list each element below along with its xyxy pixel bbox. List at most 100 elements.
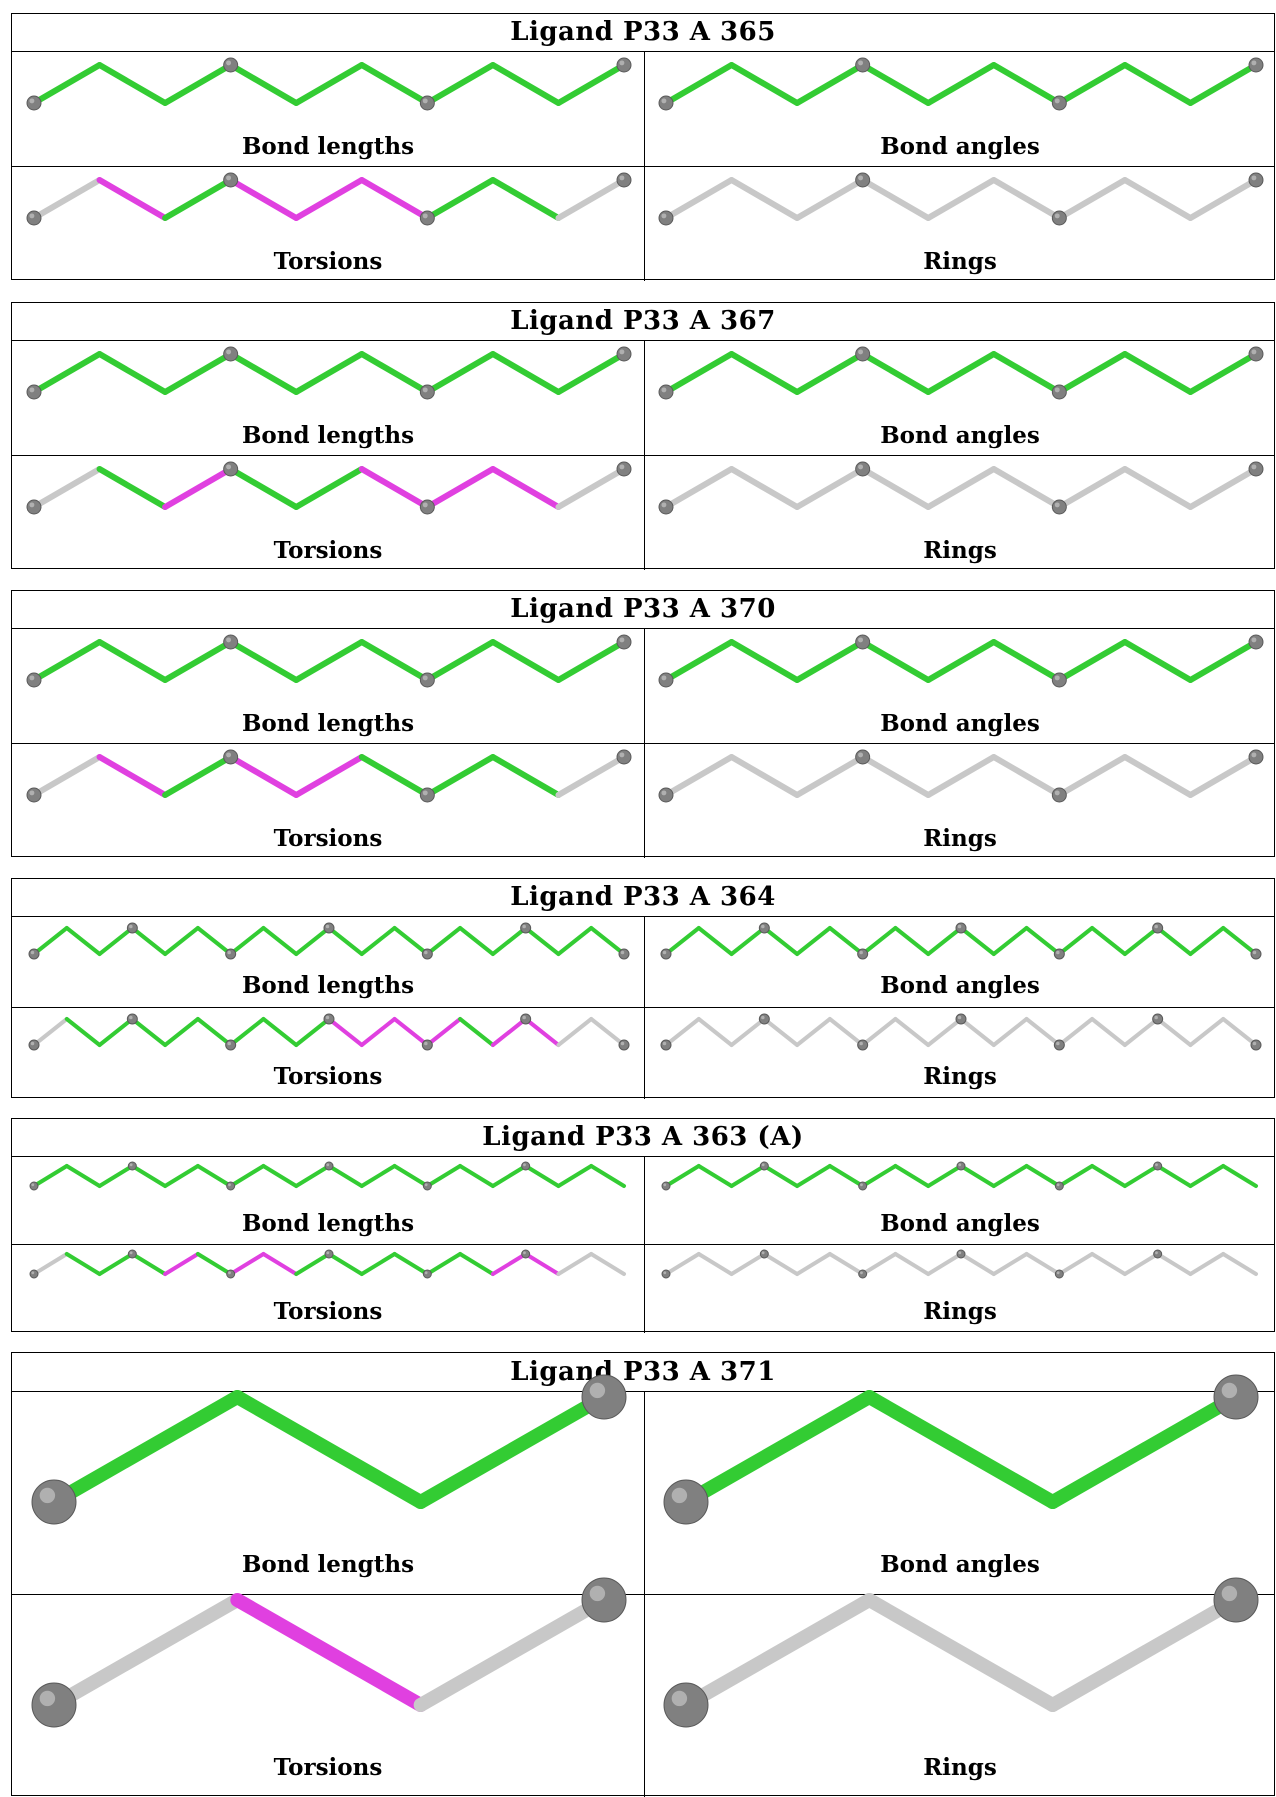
bond	[860, 926, 898, 956]
bond	[1056, 177, 1128, 221]
bond	[96, 639, 169, 683]
bond	[860, 1164, 898, 1188]
ligand-block: Ligand P33 A 363 (A) Bond lengths Bond ang…	[11, 1118, 1275, 1333]
bond	[1045, 1593, 1243, 1712]
atom-highlight	[661, 213, 667, 219]
bond	[991, 926, 1029, 956]
atom-highlight	[39, 1690, 56, 1707]
bond	[959, 1164, 996, 1188]
atom-highlight	[424, 950, 428, 955]
atom-highlight	[29, 213, 35, 219]
bond	[458, 1252, 495, 1276]
atom-highlight	[523, 1251, 526, 1255]
bond	[926, 1017, 963, 1047]
atom-sphere	[422, 1181, 432, 1191]
ligand-structure-svg	[26, 57, 632, 111]
column-divider	[644, 1156, 645, 1333]
atom-sphere	[855, 461, 871, 477]
bond	[358, 754, 431, 798]
bond	[162, 639, 234, 683]
ligand-structure-svg	[31, 1577, 627, 1728]
bond	[1057, 1252, 1095, 1276]
column-divider	[644, 916, 645, 1099]
bond	[358, 177, 431, 221]
atom-sphere	[419, 672, 435, 688]
bond	[413, 1593, 611, 1712]
bond	[327, 1252, 364, 1276]
bond	[425, 1017, 463, 1047]
title-divider	[12, 340, 1274, 341]
atom-sphere	[618, 948, 630, 960]
bond	[1155, 926, 1193, 956]
bond	[1024, 926, 1062, 956]
bond	[925, 177, 997, 221]
bond	[294, 1252, 331, 1276]
atom-sphere	[1250, 1039, 1262, 1051]
atom-sphere	[858, 1269, 868, 1279]
bond	[96, 177, 169, 221]
atom-highlight	[29, 790, 35, 796]
bond	[1188, 1252, 1226, 1276]
bond	[425, 1164, 463, 1188]
atom-sphere	[956, 1161, 966, 1171]
atom-highlight	[589, 1382, 606, 1399]
atom-highlight	[522, 924, 526, 929]
atom-sphere	[1051, 672, 1067, 688]
bond	[489, 177, 562, 221]
panel-label: Bond lengths	[241, 133, 415, 160]
atom-highlight	[620, 1041, 625, 1046]
bond	[1056, 754, 1128, 798]
column-divider	[644, 340, 645, 570]
atom-highlight	[1054, 790, 1060, 796]
atom-highlight	[424, 1183, 428, 1187]
bond	[990, 754, 1063, 798]
atom-highlight	[29, 502, 35, 508]
panel-label: Rings	[923, 1298, 997, 1325]
atom-sphere	[26, 95, 42, 111]
bond	[795, 1017, 832, 1047]
atom-highlight	[424, 1041, 428, 1046]
atom-highlight	[1054, 675, 1060, 681]
bond	[1221, 926, 1258, 956]
atom-highlight	[1056, 1183, 1060, 1187]
bond	[589, 1252, 626, 1276]
atom-highlight	[31, 1271, 35, 1275]
bond	[729, 1017, 767, 1047]
atom-sphere	[421, 948, 433, 960]
bond	[1122, 1017, 1160, 1047]
atom-sphere	[663, 1479, 709, 1525]
bond	[990, 351, 1063, 395]
bond	[1024, 1164, 1062, 1188]
atom-highlight	[1054, 387, 1060, 393]
bond	[859, 639, 932, 683]
bond	[327, 1017, 364, 1047]
atom-highlight	[661, 98, 667, 104]
atom-sphere	[422, 1269, 432, 1279]
atom-highlight	[1054, 213, 1060, 219]
bond	[862, 1593, 1060, 1712]
atom-sphere	[26, 499, 42, 515]
atom-sphere	[857, 948, 869, 960]
atom-sphere	[1051, 384, 1067, 400]
atom-sphere	[521, 1249, 531, 1259]
atom-highlight	[957, 1015, 962, 1020]
atom-highlight	[129, 1015, 133, 1020]
panel-torsions: Torsions	[12, 1577, 644, 1797]
bond	[96, 466, 169, 510]
panel-label: Bond angles	[880, 710, 1040, 737]
atom-sphere	[126, 922, 138, 934]
bond	[991, 1252, 1029, 1276]
atom-sphere	[324, 1161, 334, 1171]
bond	[261, 1164, 299, 1188]
ligand-structure-svg	[661, 1249, 1258, 1279]
atom-sphere	[1250, 948, 1262, 960]
atom-sphere	[759, 1249, 769, 1259]
bond	[523, 1017, 561, 1047]
bond	[794, 754, 866, 798]
bond	[827, 1164, 865, 1188]
bond	[860, 1252, 898, 1276]
bond	[261, 1252, 299, 1276]
atom-sphere	[419, 384, 435, 400]
atom-sphere	[1153, 1249, 1163, 1259]
bond	[1056, 351, 1128, 395]
